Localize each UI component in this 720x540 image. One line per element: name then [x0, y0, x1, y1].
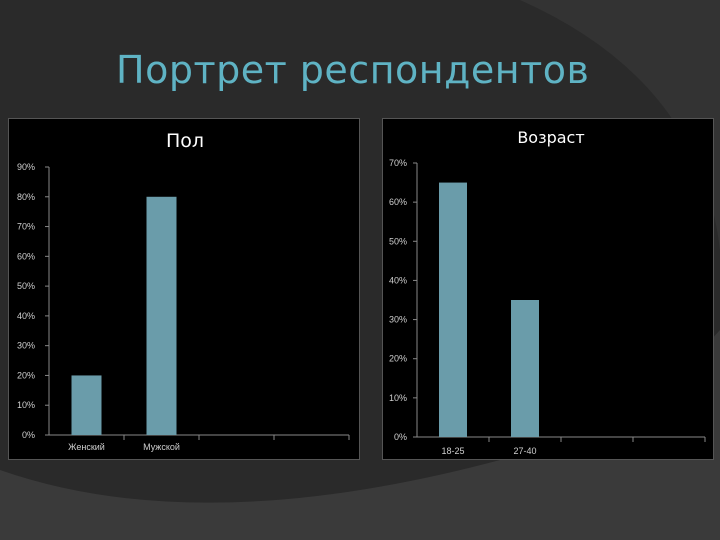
gender-bar-1	[71, 375, 102, 435]
age-ytick-label: 70%	[389, 158, 407, 168]
gender-ytick-label: 40%	[17, 311, 35, 321]
gender-chart: Пол 0% 10% 20% 30% 40% 50% 60% 70% 80% 90% Женский М…	[17, 130, 350, 452]
age-category-label: 18-25	[441, 446, 464, 456]
gender-ytick-label: 50%	[17, 281, 35, 291]
gender-ytick-label: 10%	[17, 400, 35, 410]
age-ytick-label: 10%	[389, 393, 407, 403]
age-ytick-label: 40%	[389, 275, 407, 285]
gender-ytick-label: 30%	[17, 341, 35, 351]
gender-bar-2	[146, 196, 177, 435]
gender-ytick-label: 20%	[17, 370, 35, 380]
age-ytick-label: 50%	[389, 236, 407, 246]
age-category-label: 27-40	[513, 446, 536, 456]
age-chart-title: Возраст	[517, 128, 584, 147]
gender-category-label: Мужской	[143, 442, 180, 452]
age-ytick-label: 0%	[394, 432, 407, 442]
age-bar-2	[511, 300, 539, 437]
chart-panel-gender: Пол 0% 10% 20% 30% 40% 50% 60% 70% 80% 90% Женский М…	[8, 118, 360, 460]
age-ytick-label: 30%	[389, 315, 407, 325]
gender-ytick-label: 90%	[17, 162, 35, 172]
gender-ytick-label: 70%	[17, 222, 35, 232]
chart-panel-age: Возраст 0% 10% 20% 30% 40% 50% 60% 70% 18-25 27-40	[382, 118, 714, 460]
gender-ytick-label: 60%	[17, 251, 35, 261]
slide-title: Портрет респондентов	[116, 48, 590, 92]
age-ytick-label: 60%	[389, 197, 407, 207]
age-chart: Возраст 0% 10% 20% 30% 40% 50% 60% 70% 18-25 27-40	[389, 128, 706, 456]
age-ytick-label: 20%	[389, 354, 407, 364]
gender-chart-title: Пол	[166, 130, 204, 152]
age-bar-1	[439, 182, 467, 437]
gender-ytick-label: 80%	[17, 192, 35, 202]
gender-ytick-label: 0%	[22, 430, 35, 440]
gender-category-label: Женский	[68, 442, 105, 452]
